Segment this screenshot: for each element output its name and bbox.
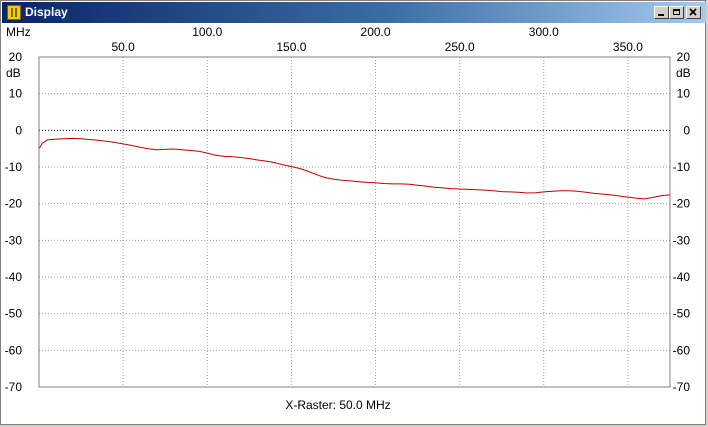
- y-tick-label-right: -50: [673, 307, 691, 321]
- y-tick-label-right: 10: [677, 87, 691, 101]
- y-tick-label-left: -50: [5, 307, 23, 321]
- y-tick-label-right: 0: [683, 123, 690, 137]
- y-tick-label-left: -10: [5, 160, 23, 174]
- close-button[interactable]: [686, 6, 701, 19]
- x-tick-label: 250.0: [445, 40, 475, 54]
- y-tick-label-left: 10: [9, 87, 23, 101]
- y-tick-label-left: 0: [15, 123, 22, 137]
- plot-frame: [38, 56, 671, 388]
- y-tick-label-left: -60: [5, 343, 23, 357]
- y-tick-label-right: -10: [673, 160, 691, 174]
- y-tick-label-right: -20: [673, 197, 691, 211]
- y-unit-right: dB: [676, 66, 691, 80]
- title-bar[interactable]: Display: [2, 2, 706, 23]
- y-unit-left: dB: [6, 66, 21, 80]
- close-icon: [689, 8, 697, 16]
- grid: [39, 57, 670, 387]
- y-tick-label-left: -20: [5, 197, 23, 211]
- y-tick-label-left: 20: [9, 50, 23, 64]
- y-tick-label-right: -30: [673, 233, 691, 247]
- maximize-icon: [673, 9, 680, 15]
- y-tick-label-right: -40: [673, 270, 691, 284]
- app-icon[interactable]: [7, 5, 21, 20]
- x-tick-label-top: 200.0: [361, 25, 391, 39]
- tick-labels: 100.0 200.0 300.0 50.0 150.0 250.0 350.0 20 20 10…: [5, 25, 691, 394]
- minimize-icon: [658, 14, 664, 16]
- y-tick-label-right: -70: [673, 380, 691, 394]
- y-tick-label-right: -60: [673, 343, 691, 357]
- x-tick-label: 350.0: [613, 40, 643, 54]
- maximize-button[interactable]: [669, 6, 684, 19]
- series-trace: [38, 137, 671, 200]
- x-tick-label-top: 300.0: [529, 25, 559, 39]
- x-tick-label: 150.0: [276, 40, 306, 54]
- y-tick-label-right: 20: [677, 50, 691, 64]
- y-tick-label-left: -30: [5, 233, 23, 247]
- x-tick-label-top: 100.0: [192, 25, 222, 39]
- y-tick-label-left: -40: [5, 270, 23, 284]
- minimize-button[interactable]: [654, 6, 669, 19]
- window-title: Display: [25, 5, 68, 19]
- x-unit-label: MHz: [6, 25, 31, 39]
- x-raster-label: X-Raster: 50.0 MHz: [285, 398, 390, 412]
- y-tick-label-left: -70: [5, 380, 23, 394]
- x-tick-label: 50.0: [111, 40, 135, 54]
